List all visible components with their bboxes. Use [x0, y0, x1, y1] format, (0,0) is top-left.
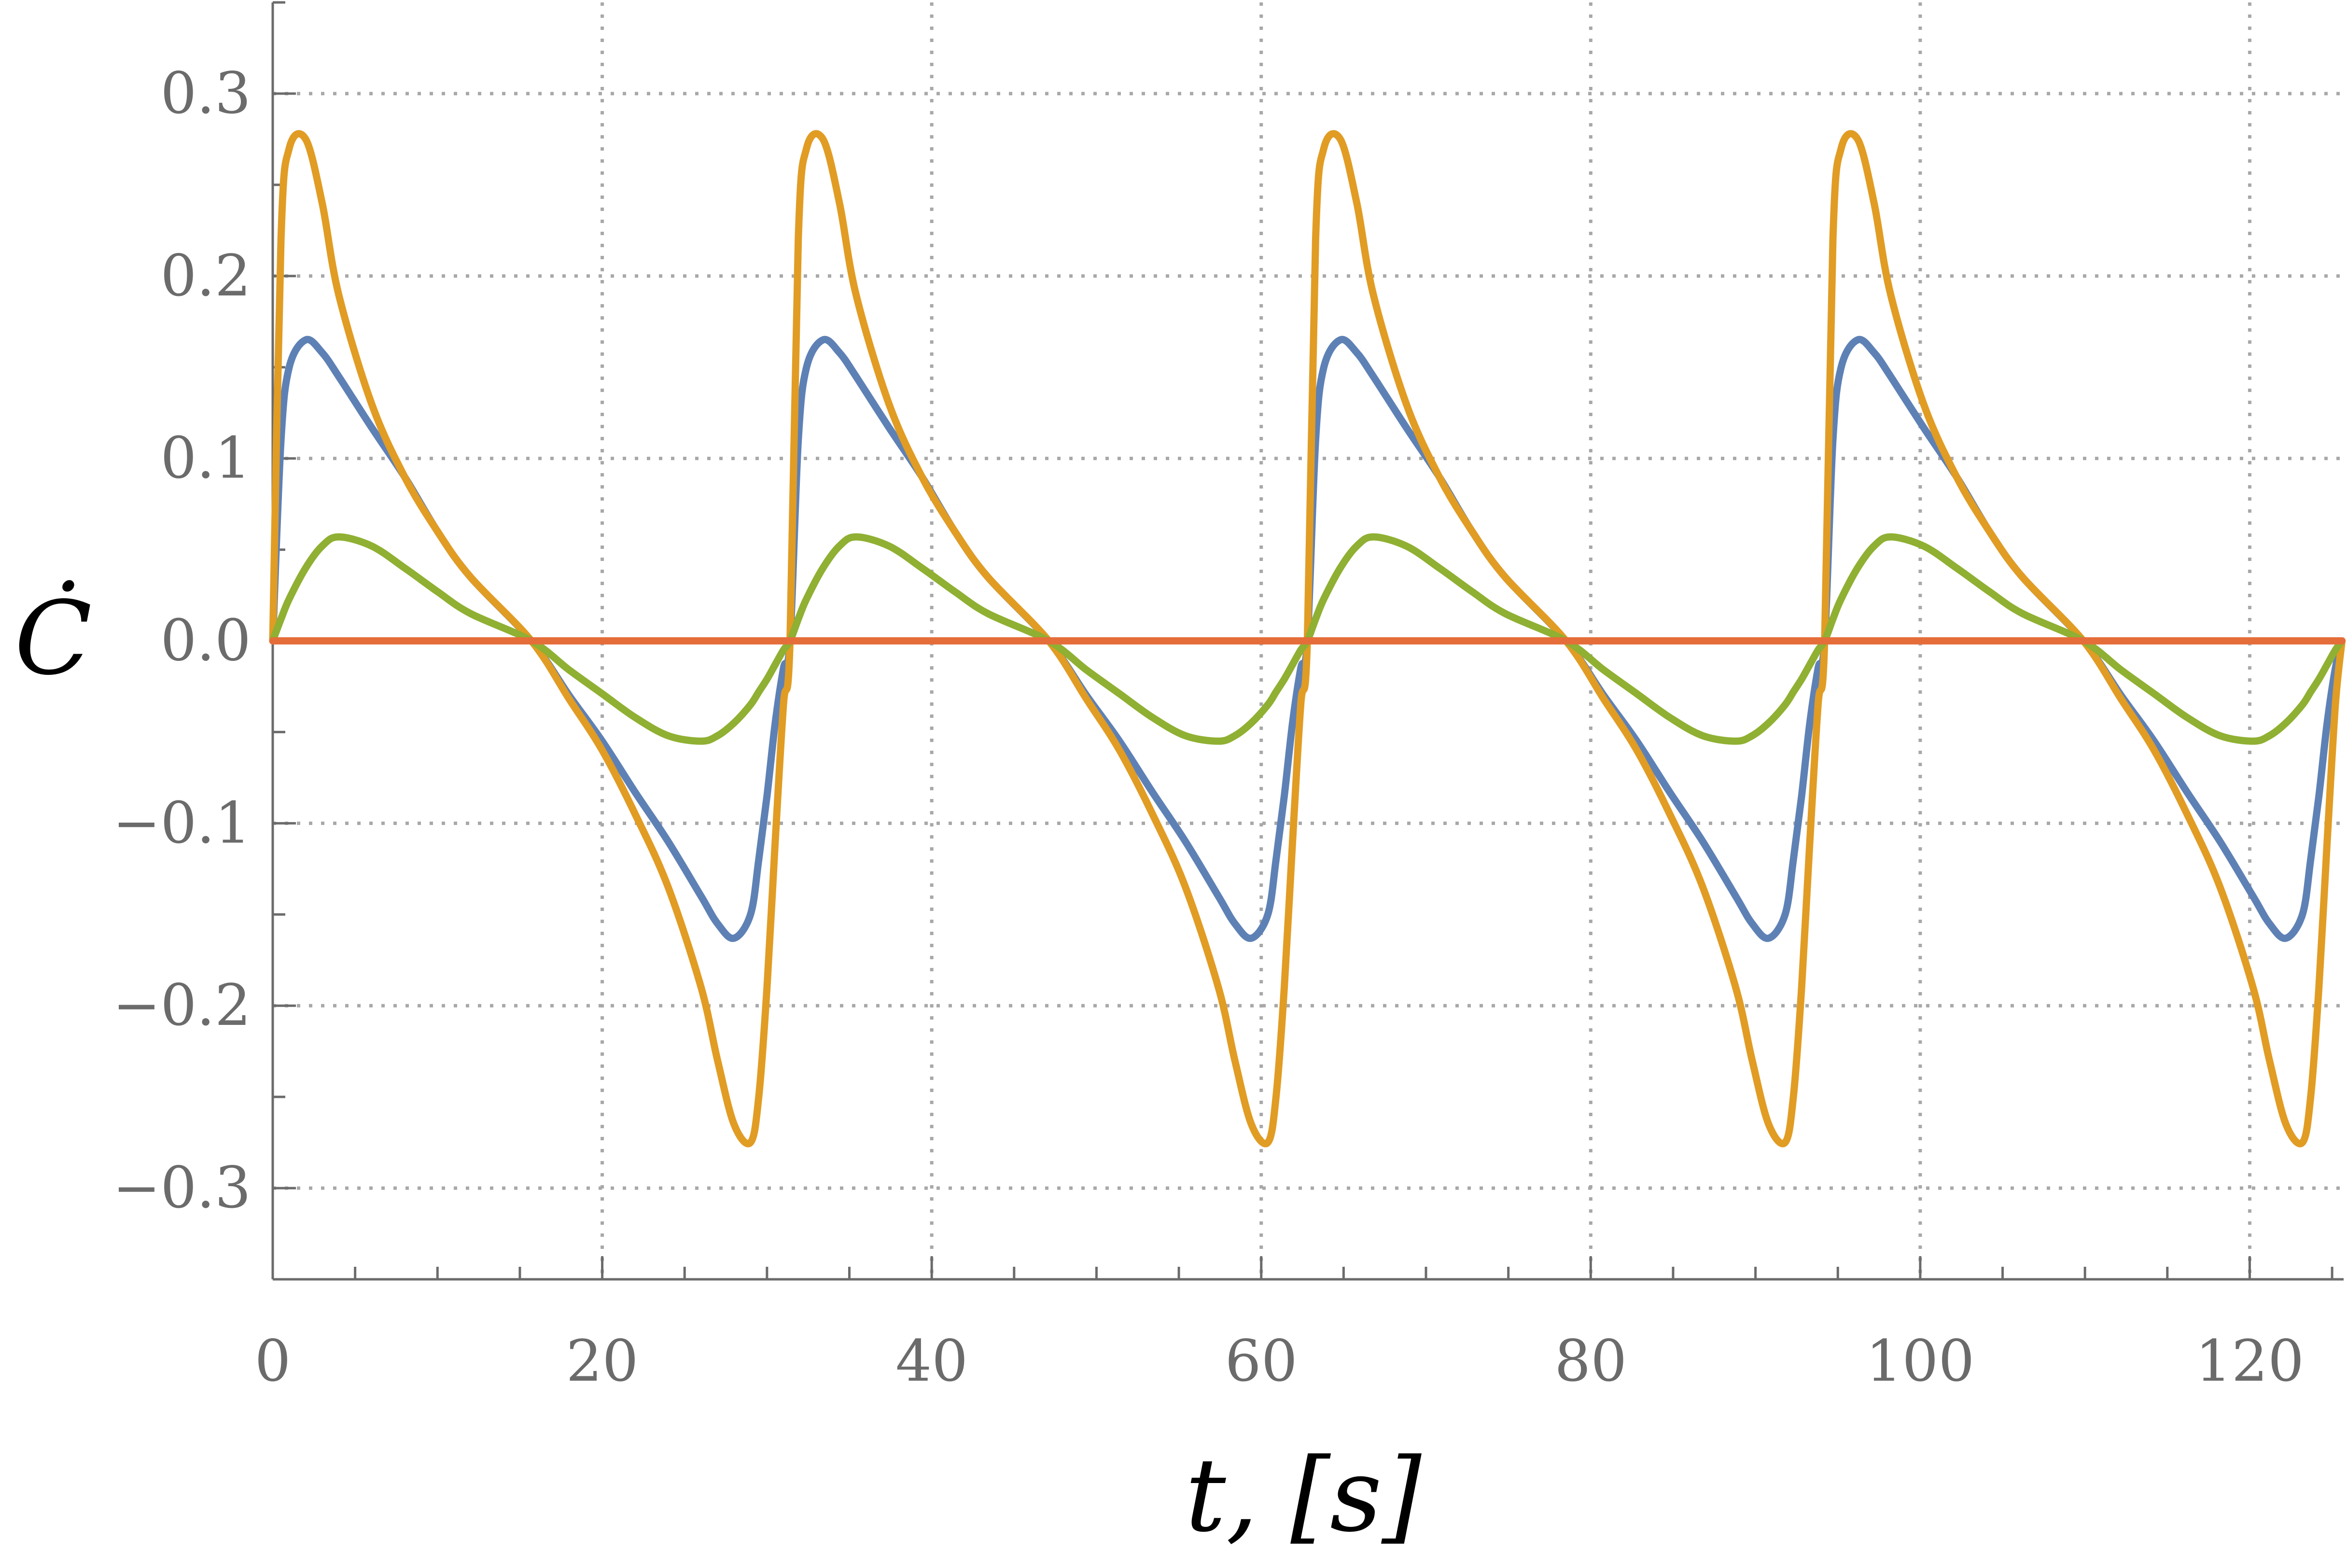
x-tick-labels: 0 20 40 60 80 100 120: [254, 1328, 2304, 1394]
x-tick-label: 80: [1554, 1328, 1627, 1394]
x-tick-label: 20: [566, 1328, 638, 1394]
y-tick-label: −0.2: [112, 972, 251, 1038]
y-tick-label: 0.1: [160, 425, 251, 491]
y-tick-label: 0.3: [160, 60, 251, 126]
y-tick-label: −0.1: [112, 789, 251, 856]
x-tick-label: 60: [1225, 1328, 1298, 1394]
x-tick-label: 40: [895, 1328, 968, 1394]
series-lines: [269, 130, 2346, 1148]
minor-ticks: [271, 1, 2333, 1281]
x-axis-title: t, [s]: [1185, 1436, 1422, 1554]
x-tick-label: 0: [254, 1328, 291, 1394]
y-tick-label: 0.2: [160, 242, 251, 309]
y-axis-title: Ċ: [14, 579, 92, 698]
y-tick-label: 0.0: [160, 607, 251, 674]
series-line-2: [269, 130, 2346, 1148]
x-tick-label: 120: [2195, 1328, 2304, 1394]
x-tick-label: 100: [1866, 1328, 1974, 1394]
y-tick-label: −0.3: [112, 1154, 251, 1221]
y-tick-labels: 0.3 0.2 0.1 0.0 −0.1 −0.2 −0.3: [112, 60, 251, 1221]
